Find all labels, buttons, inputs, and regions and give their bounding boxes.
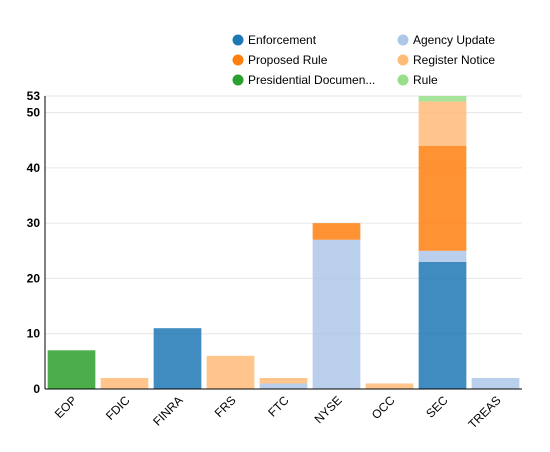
bar-nyse-proposed-rule — [312, 223, 361, 240]
bar-ftc-register-notice — [259, 377, 308, 384]
x-tick-label-occ: OCC — [369, 393, 398, 422]
y-tick-label-50: 50 — [27, 106, 41, 120]
legend-item-register-notice: Register Notice — [397, 53, 495, 67]
legend-swatch-agency-update — [397, 34, 409, 46]
legend-label-proposed-rule: Proposed Rule — [248, 53, 328, 67]
x-tick-label-sec: SEC — [423, 393, 451, 421]
legend-item-rule: Rule — [397, 73, 438, 87]
legend-label-enforcement: Enforcement — [248, 33, 317, 47]
bar-nyse-agency-update — [312, 239, 361, 389]
legend-label-agency-update: Agency Update — [413, 33, 495, 47]
x-tick-label-frs: FRS — [212, 393, 239, 420]
x-tick-label-finra: FINRA — [150, 393, 185, 428]
legend-swatch-presidential-documen — [232, 74, 244, 86]
bar-sec-enforcement — [418, 261, 467, 389]
legend-item-presidential-documen: Presidential Documen... — [232, 73, 375, 87]
legend-label-presidential-documen: Presidential Documen... — [248, 73, 375, 87]
y-tick-label-30: 30 — [27, 216, 41, 230]
legend-swatch-proposed-rule — [232, 54, 244, 66]
bar-fdic-register-notice — [100, 377, 149, 389]
bar-sec-agency-update — [418, 250, 467, 262]
y-tick-label-53: 53 — [27, 89, 41, 103]
x-tick-label-nyse: NYSE — [312, 393, 345, 426]
legend-swatch-register-notice — [397, 54, 409, 66]
x-axis: EOP FDIC FINRA FRS FTC NYSE OCC SEC TREAS — [45, 388, 522, 431]
x-tick-label-treas: TREAS — [465, 393, 503, 431]
legend-item-proposed-rule: Proposed Rule — [232, 53, 328, 67]
bar-occ-register-notice — [365, 383, 414, 389]
bar-ftc-agency-update — [259, 383, 308, 389]
x-tick-label-fdic: FDIC — [103, 393, 133, 423]
bar-sec-register-notice — [418, 101, 467, 146]
chart-legend: Enforcement Agency Update Proposed Rule Reg… — [232, 33, 495, 87]
bar-finra-enforcement — [153, 328, 202, 389]
y-axis: 0 10 20 30 40 50 53 — [27, 89, 46, 396]
x-tick-label-eop: EOP — [52, 393, 80, 421]
bar-treas-agency-update — [471, 377, 520, 389]
bar-sec-proposed-rule — [418, 145, 467, 251]
y-tick-label-10: 10 — [27, 327, 41, 341]
bar-eop-presidential-documen — [47, 350, 96, 389]
x-tick-label-ftc: FTC — [265, 393, 292, 420]
legend-label-rule: Rule — [413, 73, 438, 87]
bar-frs-register-notice — [206, 355, 255, 389]
y-tick-label-0: 0 — [33, 382, 40, 396]
y-tick-label-20: 20 — [27, 271, 41, 285]
bars-group — [47, 96, 520, 389]
legend-label-register-notice: Register Notice — [413, 53, 495, 67]
legend-swatch-rule — [397, 74, 409, 86]
legend-item-agency-update: Agency Update — [397, 33, 495, 47]
y-tick-label-40: 40 — [27, 161, 41, 175]
legend-swatch-enforcement — [232, 34, 244, 46]
legend-item-enforcement: Enforcement — [232, 33, 317, 47]
bar-sec-rule — [418, 96, 467, 102]
